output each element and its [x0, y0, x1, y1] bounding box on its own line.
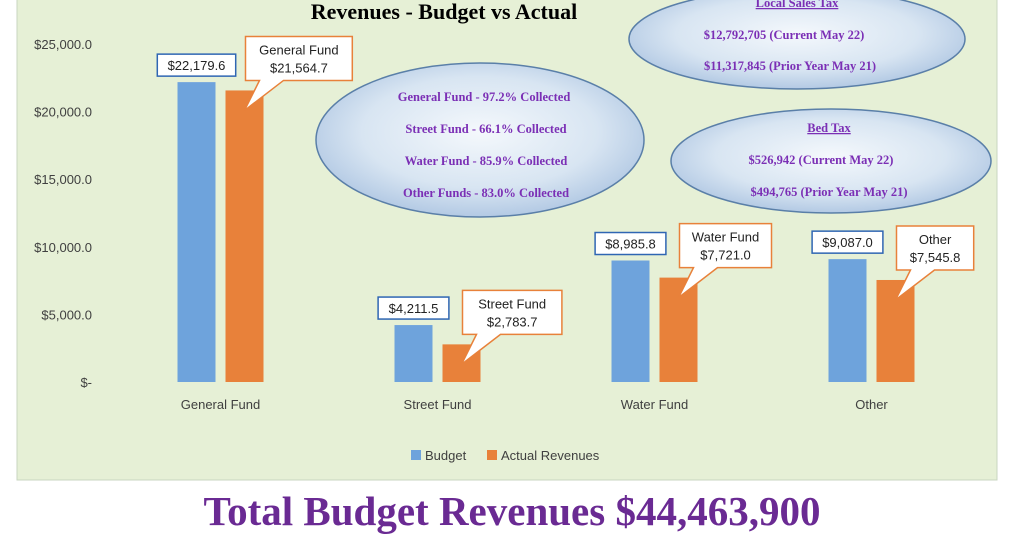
collected-line: General Fund - 97.2% Collected [398, 90, 571, 104]
chart-title: Revenues - Budget vs Actual [311, 0, 577, 24]
budget-label: $9,087.0 [822, 235, 873, 250]
local-sales-tax-ellipse: Local Sales Tax $12,792,705 (Current May… [628, 0, 966, 90]
bed-tax-title: Bed Tax [807, 121, 851, 135]
legend: Budget Actual Revenues [411, 448, 600, 463]
x-tick-label: General Fund [181, 397, 261, 412]
actual-callout-box [894, 225, 975, 301]
bar-budget [394, 325, 433, 382]
x-axis: General Fund Street Fund Water Fund Other [181, 397, 889, 412]
y-tick-label: $25,000.0 [34, 37, 92, 52]
bars [177, 82, 915, 383]
collected-ellipse: General Fund - 97.2% Collected Street Fu… [315, 62, 645, 218]
local-sales-tax-line: $12,792,705 (Current May 22) [704, 28, 865, 42]
y-tick-label: $20,000.0 [34, 105, 92, 120]
actual-callout-value: $7,721.0 [700, 248, 751, 263]
budget-label-box [594, 231, 667, 256]
bed-tax-line: $526,942 (Current May 22) [749, 153, 894, 167]
local-sales-tax-title: Local Sales Tax [756, 0, 839, 10]
actual-callout-name: General Fund [259, 42, 339, 57]
bed-tax-ellipse: Bed Tax $526,942 (Current May 22) $494,7… [670, 108, 992, 214]
budget-label: $22,179.6 [168, 58, 226, 73]
y-tick-label: $5,000.0 [41, 307, 92, 322]
actual-callout-name: Street Fund [478, 296, 546, 311]
bar-actual [659, 277, 698, 382]
budget-label: $4,211.5 [389, 301, 439, 316]
actual-callouts: General Fund $21,564.7 Street Fund $2,783.7… [243, 35, 975, 365]
actual-callout-value: $7,545.8 [910, 250, 961, 265]
actual-callout-name: Other [919, 232, 952, 247]
actual-callout-name: Water Fund [692, 230, 759, 245]
bar-actual [225, 90, 264, 383]
actual-callout-value: $21,564.7 [270, 60, 328, 75]
x-tick-label: Water Fund [621, 397, 688, 412]
actual-callout-box [677, 222, 773, 299]
x-tick-label: Other [855, 397, 888, 412]
actual-callout-box [243, 35, 354, 112]
y-tick-label: $15,000.0 [34, 172, 92, 187]
footer-title: Total Budget Revenues $44,463,900 [203, 488, 821, 534]
y-tick-label: $- [80, 375, 92, 390]
local-sales-tax-line: $11,317,845 (Prior Year May 21) [704, 59, 876, 73]
budget-label-box [156, 53, 237, 77]
bar-actual [876, 279, 915, 382]
collected-line: Street Fund - 66.1% Collected [405, 122, 566, 136]
bar-budget [177, 82, 216, 382]
collected-line: Water Fund - 85.9% Collected [405, 154, 568, 168]
actual-callout-box [460, 289, 563, 365]
budget-label: $8,985.8 [605, 237, 656, 252]
collected-line: Other Funds - 83.0% Collected [403, 186, 569, 200]
bar-budget [611, 260, 650, 382]
bed-tax-line: $494,765 (Prior Year May 21) [750, 185, 907, 199]
legend-label-actual: Actual Revenues [501, 448, 600, 463]
budget-label-box [811, 230, 884, 254]
y-axis: $- $5,000.0 $10,000.0 $15,000.0 $20,000.0 $25… [34, 37, 92, 390]
legend-swatch-actual [487, 450, 497, 460]
actual-callout-value: $2,783.7 [487, 314, 538, 329]
budget-data-labels: $22,179.6 $4,211.5 $8,985.8 $9,087.0 [156, 53, 884, 320]
legend-label-budget: Budget [425, 448, 467, 463]
x-tick-label: Street Fund [404, 397, 472, 412]
budget-label-box [377, 296, 450, 320]
legend-swatch-budget [411, 450, 421, 460]
bar-budget [828, 259, 867, 382]
y-tick-label: $10,000.0 [34, 240, 92, 255]
